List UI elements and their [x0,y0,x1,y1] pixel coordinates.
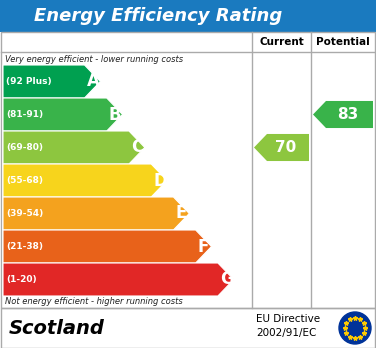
Polygon shape [254,134,309,161]
Polygon shape [313,101,373,128]
Polygon shape [3,230,211,263]
Text: Energy Efficiency Rating: Energy Efficiency Rating [34,7,282,25]
Text: (92 Plus): (92 Plus) [6,77,52,86]
Text: (69-80): (69-80) [6,143,43,152]
Text: 83: 83 [337,107,358,122]
Polygon shape [3,65,100,98]
Text: Current: Current [259,37,304,47]
Text: Not energy efficient - higher running costs: Not energy efficient - higher running co… [5,297,183,306]
Polygon shape [3,263,234,296]
Polygon shape [3,98,123,131]
Text: Very energy efficient - lower running costs: Very energy efficient - lower running co… [5,55,183,64]
Text: C: C [131,139,143,157]
Text: F: F [198,237,209,255]
Text: G: G [220,270,233,288]
Text: EU Directive
2002/91/EC: EU Directive 2002/91/EC [256,314,320,338]
Text: (39-54): (39-54) [6,209,43,218]
Text: (1-20): (1-20) [6,275,36,284]
Bar [1,308,375,348]
Text: Scotland: Scotland [9,318,105,338]
Bar [0,0,376,32]
Text: E: E [176,205,187,222]
Text: (81-91): (81-91) [6,110,43,119]
Circle shape [339,312,371,344]
Bar [1,32,375,308]
Text: (21-38): (21-38) [6,242,43,251]
Polygon shape [3,164,167,197]
Text: B: B [109,105,121,124]
Text: (55-68): (55-68) [6,176,43,185]
Text: Potential: Potential [316,37,370,47]
Text: D: D [153,172,167,190]
Polygon shape [3,131,145,164]
Text: 70: 70 [275,140,296,155]
Text: A: A [86,72,99,90]
Polygon shape [3,197,189,230]
